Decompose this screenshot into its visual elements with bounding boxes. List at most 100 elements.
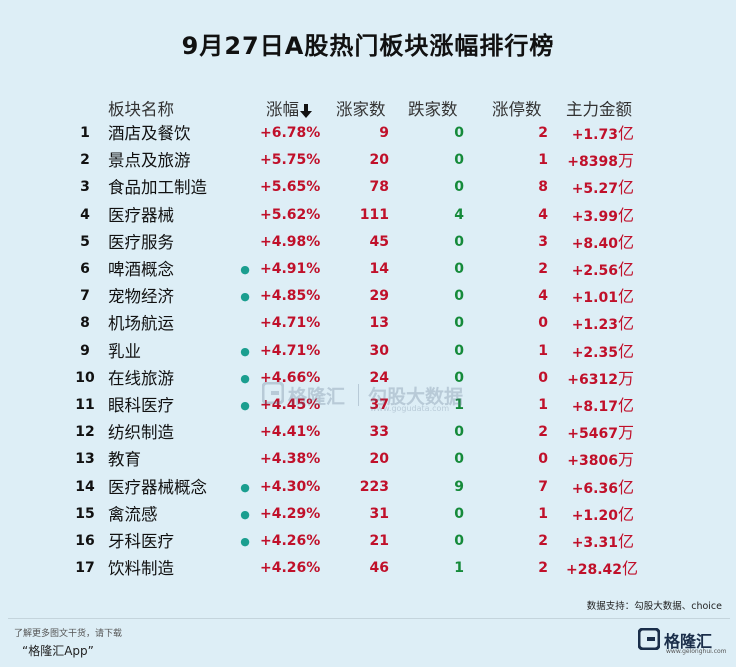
row-down-count: 0 <box>454 505 464 522</box>
row-name: 医疗器械 <box>108 205 174 225</box>
row-money: +28.42亿 <box>566 555 638 584</box>
row-money-unit: 亿 <box>617 477 634 497</box>
row-limit-count: 2 <box>538 125 548 141</box>
concept-dot-icon: ● <box>240 399 250 412</box>
row-money-unit: 亿 <box>622 559 639 579</box>
row-money: +2.35亿 <box>566 338 634 367</box>
row-pct: +4.29% <box>260 505 321 522</box>
row-money-value: +3806 <box>567 453 618 470</box>
row-limit-count: 4 <box>538 206 548 223</box>
row-rank: 8 <box>80 315 90 332</box>
row-name: 机场航运 <box>108 314 174 334</box>
row-money: +5.27亿 <box>566 174 634 203</box>
table-row[interactable]: 5 医疗服务 +4.98% 45 0 3 +8.40亿 <box>0 229 736 256</box>
table-row[interactable]: 12 纺织制造 +4.41% 33 0 2 +5467万 <box>0 419 736 446</box>
table-row[interactable]: 4 医疗器械 +5.62% 111 4 4 +3.99亿 <box>0 202 736 229</box>
row-limit-count: 1 <box>538 152 548 169</box>
row-money-value: +5467 <box>567 426 618 443</box>
row-money-value: +3.99 <box>571 208 618 225</box>
row-rank: 17 <box>75 560 95 577</box>
table-row[interactable]: 15 禽流感 ● +4.29% 31 0 1 +1.20亿 <box>0 501 736 528</box>
row-limit-count: 2 <box>538 261 548 277</box>
row-name: 景点及旅游 <box>108 151 191 171</box>
row-money-value: +8.17 <box>571 399 618 415</box>
row-limit-count: 8 <box>538 179 548 196</box>
row-up-count: 78 <box>369 179 389 196</box>
row-down-count: 0 <box>454 369 464 386</box>
table-row[interactable]: 17 饮料制造 +4.26% 46 1 2 +28.42亿 <box>0 555 736 582</box>
row-name: 在线旅游 <box>108 368 174 388</box>
row-rank: 12 <box>75 424 95 441</box>
row-money: +8398万 <box>566 147 634 176</box>
sort-down-icon <box>300 103 312 118</box>
row-limit-count: 0 <box>538 369 548 386</box>
row-money-unit: 亿 <box>617 232 634 252</box>
concept-dot-icon: ● <box>240 535 250 548</box>
row-up-count: 24 <box>369 369 389 386</box>
table-row[interactable]: 3 食品加工制造 +5.65% 78 0 8 +5.27亿 <box>0 174 736 201</box>
table-row[interactable]: 10 在线旅游 ● +4.66% 24 0 0 +6312万 <box>0 365 736 392</box>
row-money: +3806万 <box>566 446 634 475</box>
row-money: +1.01亿 <box>566 283 634 312</box>
row-money: +5467万 <box>566 419 634 448</box>
row-up-count: 111 <box>359 206 389 223</box>
table-row[interactable]: 8 机场航运 +4.71% 13 0 0 +1.23亿 <box>0 310 736 337</box>
footer-app-name: “格隆汇App” <box>22 644 94 658</box>
row-rank: 7 <box>80 288 90 305</box>
row-up-count: 14 <box>369 261 389 277</box>
row-money-unit: 亿 <box>617 124 634 143</box>
row-money-value: +8.40 <box>571 235 618 252</box>
row-money-unit: 亿 <box>617 396 634 415</box>
header-money: 主力金额 <box>566 100 632 119</box>
table-row[interactable]: 14 医疗器械概念 ● +4.30% 223 9 7 +6.36亿 <box>0 474 736 501</box>
footer-brand-url: www.gelonghui.com <box>666 648 727 655</box>
row-money-unit: 亿 <box>617 314 634 334</box>
page-title: 9月27日A股热门板块涨幅排行榜 <box>181 32 555 60</box>
concept-dot-icon: ● <box>240 263 250 276</box>
row-pct: +4.98% <box>260 233 321 250</box>
row-money-value: +1.20 <box>571 507 618 524</box>
row-rank: 11 <box>75 397 95 413</box>
row-pct: +4.71% <box>260 342 321 359</box>
table-row[interactable]: 9 乳业 ● +4.71% 30 0 1 +2.35亿 <box>0 338 736 365</box>
row-down-count: 1 <box>454 397 464 413</box>
header-pct-label: 涨幅 <box>266 100 299 119</box>
concept-dot-icon: ● <box>240 344 250 358</box>
row-down-count: 4 <box>454 206 464 223</box>
table-row[interactable]: 13 教育 +4.38% 20 0 0 +3806万 <box>0 446 736 473</box>
concept-dot-icon: ● <box>240 371 250 385</box>
row-name: 宠物经济 <box>108 287 174 307</box>
concept-dot-icon: ● <box>240 507 250 521</box>
table-row[interactable]: 7 宠物经济 ● +4.85% 29 0 4 +1.01亿 <box>0 283 736 310</box>
row-rank: 10 <box>75 369 95 386</box>
concept-dot-icon: ● <box>240 480 250 494</box>
row-money: +6312万 <box>566 365 634 394</box>
row-up-count: 13 <box>369 315 389 332</box>
row-money-value: +1.01 <box>571 290 618 307</box>
row-money-value: +2.56 <box>571 263 618 279</box>
table-row[interactable]: 2 景点及旅游 +5.75% 20 0 1 +8398万 <box>0 147 736 174</box>
row-name: 食品加工制造 <box>108 178 207 198</box>
row-up-count: 45 <box>369 233 389 250</box>
row-pct: +4.30% <box>260 478 321 495</box>
row-money-unit: 亿 <box>617 178 634 198</box>
row-down-count: 0 <box>454 179 464 196</box>
table-row[interactable]: 16 牙科医疗 ● +4.26% 21 0 2 +3.31亿 <box>0 528 736 555</box>
table-row[interactable]: 11 眼科医疗 ● +4.45% 37 1 1 +8.17亿 <box>0 392 736 419</box>
row-down-count: 0 <box>454 342 464 359</box>
table-row[interactable]: 6 啤酒概念 ● +4.91% 14 0 2 +2.56亿 <box>0 256 736 283</box>
row-name: 乳业 <box>108 341 141 361</box>
row-name: 眼科医疗 <box>108 396 174 415</box>
row-rank: 5 <box>80 233 90 250</box>
row-rank: 2 <box>80 152 90 169</box>
row-up-count: 21 <box>369 533 389 549</box>
header-pct[interactable]: 涨幅 <box>266 96 312 123</box>
row-limit-count: 0 <box>538 315 548 332</box>
row-down-count: 0 <box>454 152 464 169</box>
footer-brand: 格隆汇 www.gelonghui.com <box>638 626 727 660</box>
header-name: 板块名称 <box>108 100 174 119</box>
row-money-value: +28.42 <box>566 562 623 579</box>
table-header: 板块名称 涨幅 涨家数 跌家数 涨停数 主力金额 <box>0 96 736 123</box>
table-row[interactable]: 1 酒店及餐饮 +6.78% 9 0 2 +1.73亿 <box>0 120 736 147</box>
row-money-value: +8398 <box>567 154 618 171</box>
